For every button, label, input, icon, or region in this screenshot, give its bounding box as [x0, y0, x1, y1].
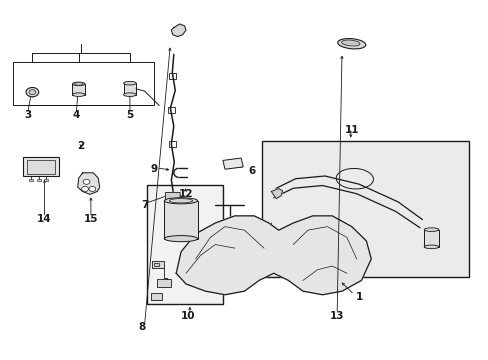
Bar [164, 201, 197, 239]
Ellipse shape [337, 39, 365, 49]
Circle shape [89, 186, 96, 192]
Circle shape [81, 186, 88, 192]
Bar [147, 185, 222, 304]
Ellipse shape [423, 228, 438, 231]
Bar [22, 157, 59, 176]
Text: 13: 13 [329, 311, 344, 321]
Bar [168, 141, 176, 147]
Text: 9: 9 [150, 164, 158, 174]
Bar [223, 158, 243, 169]
Text: 2: 2 [78, 141, 84, 151]
Bar [13, 62, 154, 105]
Polygon shape [176, 216, 370, 295]
Circle shape [26, 87, 39, 97]
Polygon shape [165, 193, 180, 202]
Text: 15: 15 [83, 215, 98, 224]
Bar [26, 159, 55, 174]
Text: 4: 4 [72, 111, 80, 121]
Text: 6: 6 [248, 166, 255, 176]
Ellipse shape [123, 93, 136, 96]
Text: 5: 5 [126, 111, 133, 121]
Text: 11: 11 [344, 125, 358, 135]
Bar [261, 140, 468, 277]
Bar [123, 83, 136, 95]
Text: 1: 1 [355, 292, 362, 302]
Text: 10: 10 [181, 311, 195, 321]
Bar [37, 179, 41, 181]
Polygon shape [78, 173, 100, 194]
Bar [44, 179, 48, 181]
Circle shape [83, 179, 90, 184]
Ellipse shape [164, 235, 197, 242]
Bar [151, 293, 161, 300]
Polygon shape [171, 24, 185, 37]
Bar [157, 279, 171, 287]
Text: 3: 3 [24, 111, 31, 121]
Bar [29, 179, 33, 181]
Bar [167, 107, 175, 113]
Bar [423, 230, 438, 247]
Ellipse shape [72, 82, 85, 86]
Bar [168, 73, 176, 78]
Bar [72, 84, 85, 95]
Ellipse shape [74, 83, 83, 85]
Ellipse shape [123, 81, 136, 85]
Text: 8: 8 [138, 322, 145, 332]
Polygon shape [271, 189, 282, 199]
Bar [154, 263, 159, 266]
Circle shape [29, 90, 36, 95]
Ellipse shape [72, 93, 85, 96]
Ellipse shape [164, 198, 197, 204]
Ellipse shape [341, 40, 359, 46]
Ellipse shape [423, 245, 438, 249]
Bar [152, 261, 163, 268]
Text: 12: 12 [179, 189, 193, 199]
Text: 7: 7 [141, 200, 148, 210]
Text: 14: 14 [37, 215, 52, 224]
